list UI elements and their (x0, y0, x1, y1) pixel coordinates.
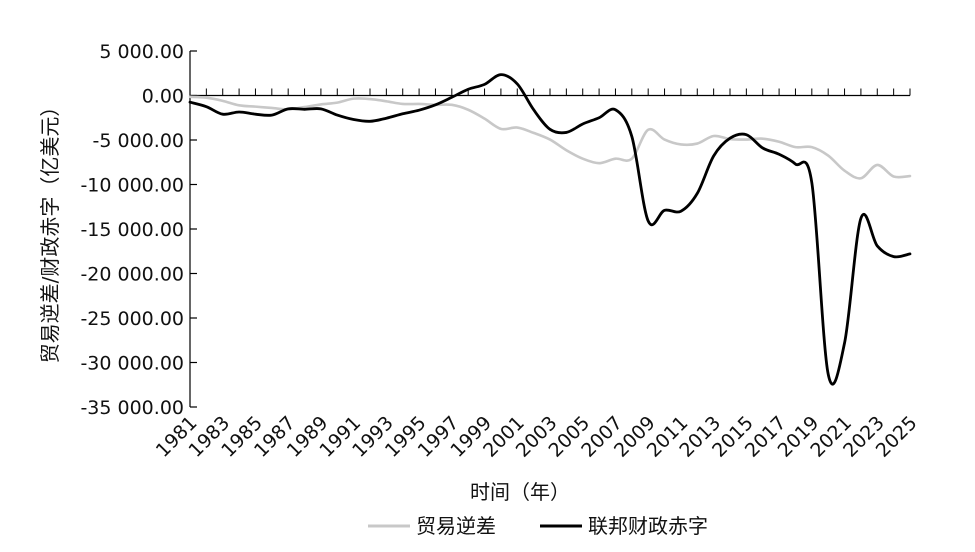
x-axis-title: 时间（年） (470, 480, 570, 504)
y-axis-title: 贸易逆差/财政赤字（亿美元） (38, 97, 62, 364)
y-tick-label: -10 000.00 (80, 175, 184, 197)
y-tick-label: -20 000.00 (80, 264, 184, 286)
y-tick-label: -25 000.00 (80, 308, 184, 330)
y-tick-label: -5 000.00 (93, 130, 184, 152)
series-group (188, 73, 912, 386)
legend-label-1: 贸易逆差 (416, 514, 496, 538)
y-tick-label: 0.00 (142, 86, 184, 108)
y-axis: 5 000.00 0.00 -5 000.00 -10 000.00 -15 000.0… (80, 41, 197, 419)
legend: 贸易逆差 联邦财政赤字 (368, 514, 708, 538)
legend-label-2: 联邦财政赤字 (588, 514, 708, 538)
y-tick-label: -35 000.00 (80, 397, 184, 419)
series-line-2 (188, 73, 912, 386)
x-axis: 1981198319851987198919911993199519971999… (152, 88, 922, 462)
y-tick-label: -30 000.00 (80, 353, 184, 375)
y-tick-label: -15 000.00 (80, 219, 184, 241)
y-tick-label: 5 000.00 (99, 41, 184, 63)
series-line-1 (188, 95, 912, 180)
